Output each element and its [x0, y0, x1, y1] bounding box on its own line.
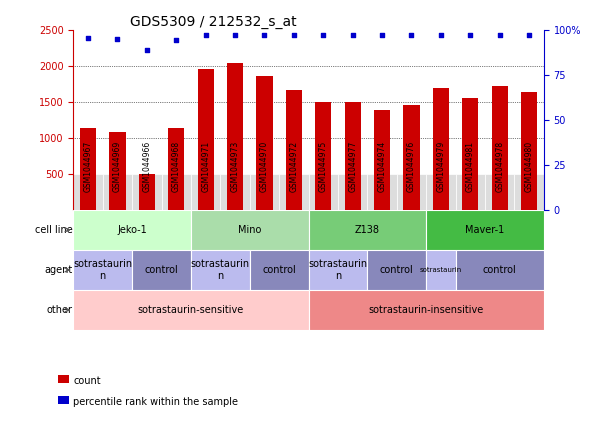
Bar	[456, 174, 485, 210]
Text: other: other	[46, 305, 73, 315]
Bar	[286, 90, 302, 210]
Bar	[103, 174, 132, 210]
Text: GSM1044966: GSM1044966	[142, 140, 152, 192]
Bar	[132, 174, 161, 210]
Text: sotrastaurin: sotrastaurin	[420, 267, 462, 273]
Text: GSM1044969: GSM1044969	[113, 140, 122, 192]
Bar	[73, 290, 309, 330]
Bar	[309, 210, 426, 250]
Bar	[309, 250, 367, 290]
Bar	[161, 174, 191, 210]
Text: GSM1044981: GSM1044981	[466, 141, 475, 192]
Point	[348, 31, 357, 38]
Bar	[191, 250, 250, 290]
Bar	[338, 174, 367, 210]
Bar	[403, 104, 420, 210]
Bar	[433, 88, 449, 210]
Bar	[197, 69, 214, 210]
Point	[466, 31, 475, 38]
Bar	[345, 102, 360, 210]
Text: GSM1044974: GSM1044974	[378, 140, 387, 192]
Bar	[73, 210, 191, 250]
Text: sotrastaurin
n: sotrastaurin n	[191, 259, 250, 281]
Bar	[521, 92, 537, 210]
Point	[142, 47, 152, 53]
Bar	[191, 210, 309, 250]
Text: sotrastaurin
n: sotrastaurin n	[73, 259, 133, 281]
Text: GSM1044975: GSM1044975	[319, 140, 327, 192]
Point	[318, 31, 328, 38]
Point	[171, 36, 181, 43]
Point	[289, 31, 299, 38]
Text: GSM1044979: GSM1044979	[436, 140, 445, 192]
Text: control: control	[380, 265, 414, 275]
Bar	[279, 174, 309, 210]
Bar	[462, 98, 478, 210]
Bar	[109, 132, 125, 210]
Text: GSM1044978: GSM1044978	[495, 141, 504, 192]
Text: control: control	[262, 265, 296, 275]
Point	[112, 36, 122, 42]
Bar	[168, 128, 185, 210]
Bar	[514, 174, 544, 210]
Text: sotrastaurin-insensitive: sotrastaurin-insensitive	[368, 305, 484, 315]
Bar	[426, 174, 456, 210]
Bar	[139, 175, 155, 210]
Bar	[227, 63, 243, 210]
Bar	[367, 174, 397, 210]
Bar	[309, 290, 544, 330]
Point	[406, 31, 416, 38]
Text: sotrastaurin-sensitive: sotrastaurin-sensitive	[138, 305, 244, 315]
Text: sotrastaurin
n: sotrastaurin n	[309, 259, 368, 281]
Bar	[485, 174, 514, 210]
Text: Z138: Z138	[355, 225, 380, 235]
Point	[83, 35, 93, 41]
Text: Maver-1: Maver-1	[466, 225, 505, 235]
Point	[230, 32, 240, 39]
Bar	[374, 110, 390, 210]
Bar	[456, 250, 544, 290]
Text: count: count	[73, 376, 101, 386]
Bar	[309, 174, 338, 210]
Text: GSM1044971: GSM1044971	[201, 141, 210, 192]
Text: GDS5309 / 212532_s_at: GDS5309 / 212532_s_at	[130, 14, 296, 29]
Text: Jeko-1: Jeko-1	[117, 225, 147, 235]
Point	[495, 31, 505, 38]
Point	[524, 32, 534, 39]
Text: agent: agent	[45, 265, 73, 275]
Text: GSM1044980: GSM1044980	[525, 141, 533, 192]
Bar	[191, 174, 221, 210]
Point	[436, 31, 446, 38]
Bar	[250, 174, 279, 210]
Bar	[221, 174, 250, 210]
Text: control: control	[145, 265, 178, 275]
Text: GSM1044976: GSM1044976	[407, 140, 416, 192]
Bar	[73, 174, 103, 210]
Text: cell line: cell line	[35, 225, 73, 235]
Bar	[426, 250, 456, 290]
Bar	[492, 86, 508, 210]
Point	[260, 32, 269, 39]
Text: percentile rank within the sample: percentile rank within the sample	[73, 397, 238, 407]
Bar	[426, 210, 544, 250]
Text: GSM1044970: GSM1044970	[260, 140, 269, 192]
Bar	[132, 250, 191, 290]
Text: Mino: Mino	[238, 225, 262, 235]
Bar	[250, 250, 309, 290]
Bar	[73, 250, 132, 290]
Text: GSM1044977: GSM1044977	[348, 140, 357, 192]
Bar	[315, 102, 331, 210]
Bar	[367, 250, 426, 290]
Point	[201, 32, 211, 39]
Text: GSM1044972: GSM1044972	[290, 141, 298, 192]
Text: control: control	[483, 265, 516, 275]
Bar	[397, 174, 426, 210]
Bar	[257, 77, 273, 210]
Point	[377, 31, 387, 38]
Text: GSM1044973: GSM1044973	[230, 140, 240, 192]
Text: GSM1044968: GSM1044968	[172, 141, 181, 192]
Bar	[80, 128, 96, 210]
Text: GSM1044967: GSM1044967	[84, 140, 92, 192]
